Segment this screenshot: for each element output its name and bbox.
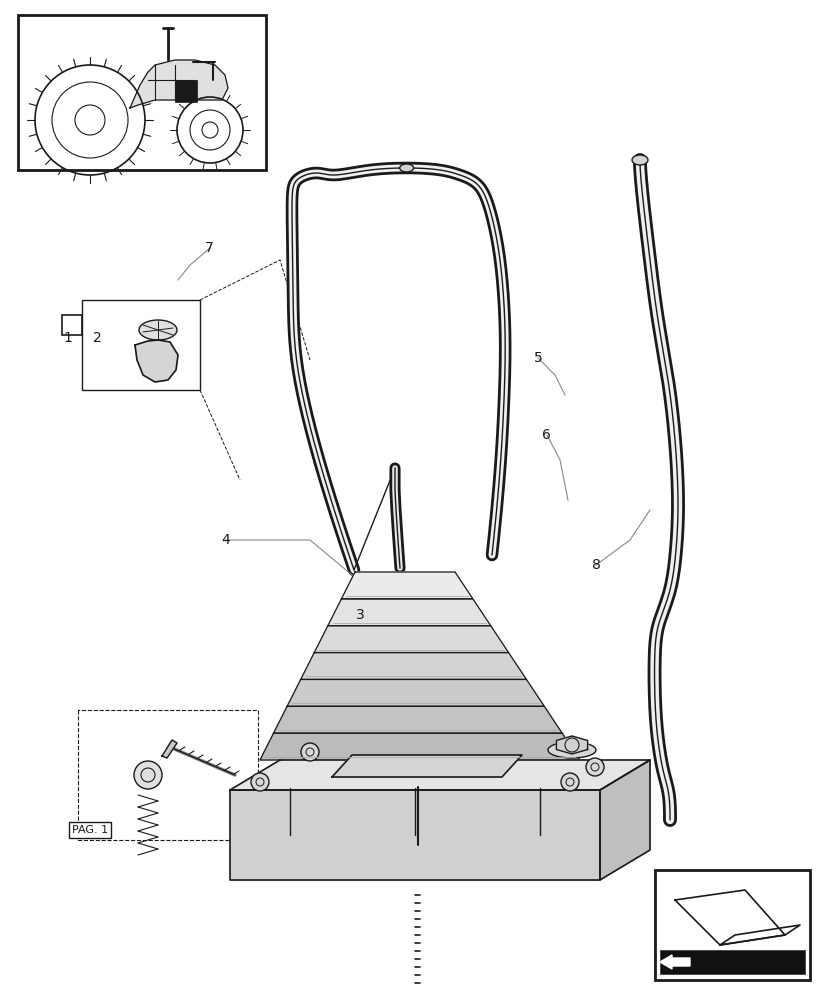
Text: 5: 5 <box>533 351 542 365</box>
Polygon shape <box>327 599 490 626</box>
Bar <box>174 80 197 102</box>
Text: 1: 1 <box>64 331 72 345</box>
Polygon shape <box>260 733 579 760</box>
Bar <box>82 300 200 390</box>
Text: 3: 3 <box>356 608 364 622</box>
Bar <box>18 15 265 170</box>
Polygon shape <box>314 626 508 653</box>
Polygon shape <box>600 760 649 880</box>
Ellipse shape <box>631 155 648 165</box>
Circle shape <box>134 761 162 789</box>
Polygon shape <box>287 679 543 706</box>
Bar <box>62 315 82 335</box>
Text: 2: 2 <box>93 331 102 345</box>
Ellipse shape <box>139 320 177 340</box>
FancyArrow shape <box>659 955 689 969</box>
Polygon shape <box>300 653 526 679</box>
Polygon shape <box>556 736 587 754</box>
Ellipse shape <box>547 742 595 758</box>
Polygon shape <box>162 740 177 758</box>
Text: 7: 7 <box>205 241 213 255</box>
Polygon shape <box>135 340 178 382</box>
Polygon shape <box>273 706 562 733</box>
Circle shape <box>251 773 269 791</box>
Polygon shape <box>130 60 227 108</box>
Text: 8: 8 <box>591 558 600 572</box>
Circle shape <box>301 743 318 761</box>
Bar <box>654 870 809 980</box>
Bar <box>659 950 804 974</box>
Polygon shape <box>674 890 784 945</box>
Polygon shape <box>341 572 472 599</box>
Ellipse shape <box>399 164 414 172</box>
Circle shape <box>586 758 603 776</box>
Polygon shape <box>230 760 649 790</box>
Circle shape <box>561 773 578 791</box>
Polygon shape <box>230 790 600 880</box>
Text: 6: 6 <box>542 428 550 442</box>
Text: 4: 4 <box>221 533 229 547</box>
Polygon shape <box>719 925 799 945</box>
Polygon shape <box>332 755 521 777</box>
Text: PAG. 1: PAG. 1 <box>72 825 108 835</box>
